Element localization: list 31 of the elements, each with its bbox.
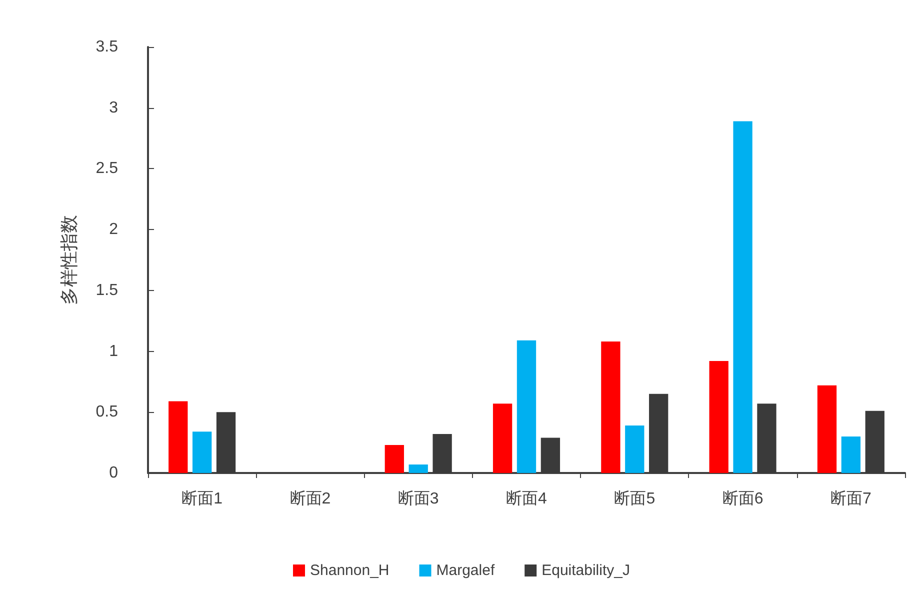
bar [733, 121, 752, 473]
y-tick-label: 3 [109, 99, 118, 116]
bar [625, 426, 644, 473]
bar [168, 401, 188, 473]
y-tick-label: 3.5 [96, 38, 118, 56]
bar [192, 432, 212, 473]
bar [601, 342, 620, 473]
bar [384, 445, 404, 473]
bar [516, 340, 536, 473]
bar [817, 385, 837, 473]
x-tick-label: 断面2 [290, 490, 331, 508]
legend-label: Equitability_J [542, 562, 630, 579]
y-tick-label: 2.5 [96, 160, 118, 178]
x-tick-label: 断面1 [182, 490, 223, 508]
legend-label: Shannon_H [310, 562, 390, 579]
y-tick-label: 0 [109, 464, 118, 482]
legend-label: Margalef [436, 562, 496, 579]
bar [408, 464, 428, 473]
bar [492, 404, 512, 473]
x-tick-label: 断面5 [614, 490, 656, 508]
y-tick-label: 0.5 [96, 404, 118, 421]
y-tick-label: 1.5 [96, 282, 118, 299]
bar [709, 361, 728, 473]
y-tick-label: 2 [109, 221, 118, 238]
y-axis-title: 多样性指数 [59, 215, 79, 305]
x-tick-label: 断面4 [506, 490, 548, 508]
x-tick-label: 断面7 [830, 490, 872, 508]
x-tick-label: 断面3 [398, 490, 439, 508]
y-tick-label: 1 [109, 342, 118, 360]
x-tick-label: 断面6 [722, 490, 764, 508]
bar [841, 436, 861, 473]
